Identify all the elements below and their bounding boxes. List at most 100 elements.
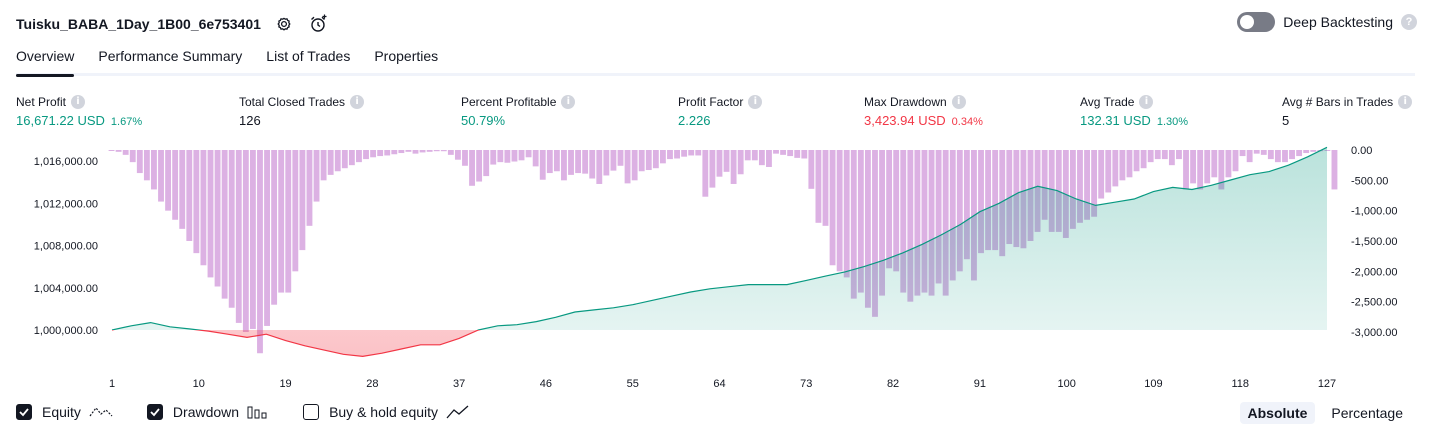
drawdown-bar: [334, 150, 341, 172]
left-axis: 1,016,000.00 1,012,000.00 1,008,000.00 1,00…: [34, 156, 98, 337]
info-icon[interactable]: i: [1398, 94, 1413, 109]
drawdown-bar: [822, 150, 829, 226]
legend-buy-hold[interactable]: Buy & hold equity: [303, 404, 470, 420]
legend-drawdown[interactable]: Drawdown: [146, 404, 269, 420]
legend-equity[interactable]: Equity: [16, 404, 113, 420]
equity-series: [111, 146, 1328, 358]
drawdown-bar: [850, 150, 857, 299]
drawdown-bar: [688, 150, 695, 156]
tab-performance-summary[interactable]: Performance Summary: [98, 48, 243, 64]
drawdown-bar: [440, 150, 447, 152]
tab-properties[interactable]: Properties: [374, 48, 439, 64]
drawdown-bar: [200, 150, 207, 266]
info-icon[interactable]: i: [350, 94, 365, 109]
equity-area-up: [112, 147, 1327, 330]
drawdown-bar: [766, 150, 772, 167]
drawdown-bar: [377, 150, 384, 157]
help-icon[interactable]: ?: [1401, 14, 1417, 30]
drawdown-bar: [589, 150, 596, 179]
metric-profit-factor: Profit Factor i 2.226: [678, 94, 763, 128]
legend-equity-label: Equity: [42, 404, 81, 420]
drawdown-bar: [1041, 150, 1048, 220]
drawdown-bar: [978, 150, 984, 254]
drawdown-bar: [391, 150, 398, 155]
drawdown-bar: [921, 150, 928, 293]
drawdown-bar: [207, 150, 214, 278]
equity-checkbox[interactable]: [16, 404, 32, 420]
scale-mode-switch: Absolute Percentage: [1239, 402, 1412, 424]
chart-legend: Equity Drawdown Buy & hold equity: [16, 404, 504, 420]
right-tick-label: 0.00: [1351, 145, 1372, 157]
toggle-knob: [1240, 15, 1255, 29]
settings-gear-icon[interactable]: [273, 13, 295, 35]
mode-absolute-button[interactable]: Absolute: [1239, 402, 1316, 424]
drawdown-bar: [469, 150, 475, 186]
drawdown-bar: [1239, 150, 1246, 157]
right-axis: 0.00 -500.00 -1,000.00 -1,500.00 -2,000.00 -2…: [1351, 145, 1397, 339]
drawdown-bar: [1133, 150, 1140, 172]
drawdown-bar: [1225, 150, 1232, 178]
drawdown-bar: [193, 150, 200, 254]
info-icon[interactable]: i: [561, 94, 576, 109]
x-tick-label: 19: [279, 378, 291, 390]
x-tick-label: 1: [109, 378, 115, 390]
drawdown-bar: [214, 150, 221, 287]
drawdown-bar: [221, 150, 228, 299]
info-icon[interactable]: i: [951, 94, 966, 109]
metric-percent: 1.67%: [110, 116, 143, 128]
drawdown-bar: [624, 150, 631, 184]
drawdown-bar: [1267, 150, 1274, 160]
metric-value: 2.226: [678, 113, 711, 128]
drawdown-bar: [992, 150, 999, 251]
equity-line-up: [111, 146, 1328, 330]
drawdown-bar: [1126, 150, 1133, 178]
drawdown-bar: [702, 150, 709, 197]
info-icon[interactable]: i: [1139, 94, 1154, 109]
metric-value: 16,671.22 USD: [16, 113, 105, 128]
drawdown-bar: [737, 150, 744, 175]
alarm-clock-icon[interactable]: [307, 13, 329, 35]
drawdown-bar: [1324, 150, 1331, 151]
equity-drawdown-chart[interactable]: 1,016,000.00 1,012,000.00 1,008,000.00 1,00…: [0, 140, 1431, 395]
drawdown-bar: [1098, 150, 1105, 199]
x-tick-label: 28: [366, 378, 378, 390]
drawdown-bar: [568, 150, 574, 175]
info-icon[interactable]: i: [71, 94, 86, 109]
drawdown-bar: [744, 150, 751, 161]
drawdown-bar: [356, 150, 362, 163]
tab-list-of-trades[interactable]: List of Trades: [266, 48, 351, 64]
mode-percentage-button[interactable]: Percentage: [1331, 405, 1403, 421]
x-tick-label: 127: [1318, 378, 1336, 390]
drawdown-bar: [179, 150, 186, 229]
drawdown-bar: [561, 150, 567, 181]
drawdown-checkbox[interactable]: [146, 404, 163, 420]
metric-percent-profitable: Percent Profitable i 50.79%: [461, 94, 576, 128]
drawdown-bar: [271, 150, 278, 305]
drawdown-bar: [129, 150, 136, 163]
buy-hold-checkbox[interactable]: [303, 404, 320, 420]
drawdown-bar: [1303, 150, 1310, 154]
drawdown-bar: [490, 150, 497, 165]
metric-label: Net Profit: [16, 94, 67, 109]
drawdown-bar: [292, 150, 299, 272]
drawdown-bar: [1105, 150, 1112, 193]
metric-avg-bars: Avg # Bars in Trades i 5: [1282, 94, 1413, 128]
drawdown-bar: [610, 150, 617, 171]
drawdown-bar: [956, 150, 963, 272]
drawdown-bar: [384, 150, 391, 156]
drawdown-bar: [1204, 150, 1211, 184]
info-icon[interactable]: i: [748, 94, 763, 109]
drawdown-bar: [914, 150, 921, 296]
drawdown-bar: [228, 150, 235, 308]
drawdown-bar: [235, 150, 242, 323]
deep-backtesting-toggle[interactable]: [1237, 12, 1276, 32]
drawdown-bar: [313, 150, 320, 202]
drawdown-bar: [285, 150, 292, 293]
drawdown-bar: [1282, 150, 1288, 163]
metric-percent: 1.30%: [1156, 116, 1189, 128]
drawdown-bar: [172, 150, 179, 220]
drawdown-bar: [730, 150, 737, 184]
tab-overview[interactable]: Overview: [16, 48, 75, 77]
x-axis: 1 10 19 28 37 46 55 64 73 82 91 100 109 118 127: [109, 378, 1336, 390]
metric-label: Profit Factor: [678, 94, 744, 109]
